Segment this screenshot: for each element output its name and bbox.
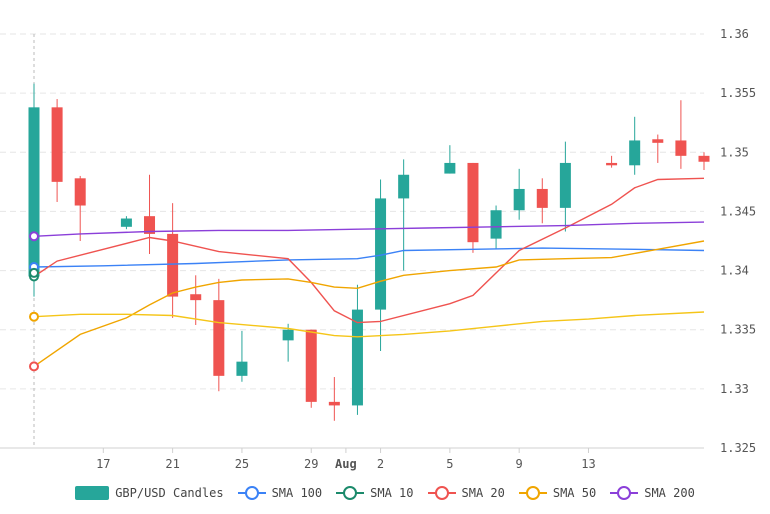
candle-body: [328, 401, 340, 406]
candle-body: [74, 178, 86, 206]
candle-body: [536, 188, 548, 208]
y-tick-label: 1.325: [720, 441, 756, 455]
candle-body: [698, 155, 710, 162]
candle-body: [513, 188, 525, 211]
x-tick-label: 29: [304, 457, 318, 471]
candle-body: [28, 107, 40, 277]
legend-item-sma100[interactable]: SMA 100: [237, 486, 323, 500]
legend-item-candles[interactable]: GBP/USD Candles: [75, 486, 224, 500]
candle-body: [213, 300, 225, 376]
legend-label-sma100: SMA 100: [271, 486, 323, 500]
y-tick-label: 1.355: [720, 86, 756, 100]
line-marker-icon: [610, 486, 639, 500]
y-tick-label: 1.345: [720, 204, 756, 218]
sma-line: [33, 177, 705, 324]
line-marker-icon: [237, 486, 266, 500]
candle-body: [190, 294, 202, 301]
crosshair-markers: [29, 231, 39, 372]
legend-label-candles: GBP/USD Candles: [115, 486, 224, 500]
candle-body: [652, 139, 664, 143]
x-tick-label: 13: [581, 457, 595, 471]
candle-body: [144, 216, 156, 234]
y-tick-label: 1.35: [720, 145, 749, 159]
x-tick-label: Aug: [335, 457, 357, 471]
legend-label-sma20: SMA 20: [461, 486, 505, 500]
legend-item-sma50[interactable]: SMA 50: [518, 486, 597, 500]
line-marker-icon: [336, 486, 365, 500]
sma-line: [33, 221, 705, 237]
candle-body: [236, 361, 248, 376]
y-axis: 1.325 1.33 1.335 1.34 1.345 1.35 1.355 1.36: [720, 27, 756, 455]
sma-line: [33, 311, 705, 338]
x-tick-label: 9: [516, 457, 523, 471]
series-marker: [29, 267, 39, 278]
candle-body: [375, 198, 387, 310]
x-tick-label: 2: [377, 457, 384, 471]
y-tick-label: 1.34: [720, 264, 749, 278]
candle-body: [51, 107, 63, 182]
legend-item-sma20[interactable]: SMA 20: [427, 486, 505, 500]
y-tick-label: 1.36: [720, 27, 749, 41]
series-marker: [29, 231, 39, 242]
candle-series: [28, 83, 710, 421]
candle-body: [282, 329, 294, 341]
legend-label-sma10: SMA 10: [370, 486, 414, 500]
y-tick-label: 1.335: [720, 323, 756, 337]
x-tick-label: 25: [235, 457, 249, 471]
x-tick-label: 21: [165, 457, 179, 471]
x-tick-label: 17: [96, 457, 110, 471]
candle-body: [675, 140, 687, 156]
candle-body: [559, 162, 571, 208]
line-marker-icon: [518, 486, 547, 500]
legend-label-sma200: SMA 200: [644, 486, 695, 500]
candle-body: [444, 162, 456, 174]
candlestick-chart: 1.325 1.33 1.335 1.34 1.345 1.35 1.355 1.36 17 2…: [0, 27, 756, 471]
series-marker: [29, 311, 39, 322]
candle-swatch-icon: [75, 486, 110, 500]
legend-label-sma50: SMA 50: [552, 486, 597, 500]
candle-body: [120, 218, 132, 227]
series-marker: [29, 361, 39, 372]
legend-item-sma200[interactable]: SMA 200: [610, 486, 695, 500]
candle-body: [606, 162, 618, 166]
candle-body: [490, 210, 502, 239]
line-marker-icon: [427, 486, 456, 500]
candle-body: [351, 309, 363, 406]
sma-line: [33, 240, 705, 367]
candle-body: [467, 162, 479, 243]
candle-body: [398, 174, 410, 199]
candle-body: [167, 233, 179, 297]
y-tick-label: 1.33: [720, 382, 749, 396]
candle-body: [305, 329, 317, 402]
legend: GBP/USD Candles SMA 100 SMA 10 SMA 20 SM…: [0, 486, 770, 500]
x-axis: 17 21 25 29 Aug 2 5 9 13: [0, 447, 704, 471]
candle-body: [629, 140, 641, 166]
sma-line: [33, 247, 705, 268]
x-tick-label: 5: [446, 457, 453, 471]
sma-lines: [33, 177, 705, 367]
legend-item-sma10[interactable]: SMA 10: [336, 486, 414, 500]
